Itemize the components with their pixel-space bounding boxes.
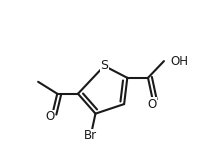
Text: Br: Br — [84, 129, 97, 142]
Text: O: O — [46, 110, 55, 123]
Text: OH: OH — [170, 55, 188, 68]
Text: S: S — [100, 59, 108, 72]
Text: O: O — [147, 98, 157, 111]
